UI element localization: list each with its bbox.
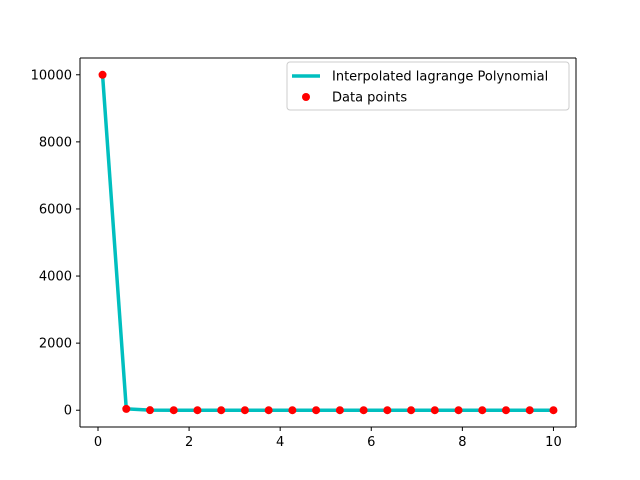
plot-area xyxy=(98,70,558,415)
data-point-14 xyxy=(430,406,439,415)
data-point-1 xyxy=(122,404,131,413)
data-point-5 xyxy=(217,406,226,415)
data-point-12 xyxy=(383,406,392,415)
y-tick-label-1: 2000 xyxy=(39,337,72,352)
data-point-2 xyxy=(146,406,154,415)
data-point-7 xyxy=(264,406,273,415)
data-point-19 xyxy=(549,406,558,415)
x-tick-label-5: 10 xyxy=(545,435,562,450)
data-point-3 xyxy=(169,406,178,415)
legend-label-data-points: Data points xyxy=(332,91,407,106)
axes: 0 2 4 6 8 10 0 2000 4000 6000 8000 10000 xyxy=(31,57,577,450)
y-tick-label-4: 8000 xyxy=(39,135,72,150)
y-tick-label-2: 4000 xyxy=(39,270,72,285)
data-point-8 xyxy=(288,406,297,415)
data-point-10 xyxy=(335,406,344,415)
series-line-interpolated xyxy=(100,72,556,412)
data-point-11 xyxy=(359,406,368,415)
data-point-15 xyxy=(454,406,463,415)
legend-point-swatch xyxy=(302,93,310,101)
x-tick-label-0: 0 xyxy=(94,435,102,450)
data-point-13 xyxy=(407,406,416,415)
legend-label-interpolated: Interpolated lagrange Polynomial xyxy=(332,70,548,85)
x-tick-label-3: 6 xyxy=(367,435,375,450)
data-point-6 xyxy=(240,406,249,415)
y-tick-label-3: 6000 xyxy=(39,202,72,217)
data-point-0 xyxy=(98,70,107,79)
data-point-16 xyxy=(478,406,487,415)
data-point-9 xyxy=(312,406,321,415)
y-tick-label-0: 0 xyxy=(64,404,72,419)
legend-box xyxy=(286,61,570,111)
legend: Interpolated lagrange Polynomial Data poi… xyxy=(286,61,570,111)
x-tick-label-4: 8 xyxy=(458,435,466,450)
y-tick-label-5: 10000 xyxy=(31,68,72,83)
data-point-17 xyxy=(502,406,510,415)
x-tick-label-2: 4 xyxy=(276,435,284,450)
data-point-18 xyxy=(525,406,534,415)
x-tick-label-1: 2 xyxy=(185,435,193,450)
data-point-4 xyxy=(193,406,202,415)
